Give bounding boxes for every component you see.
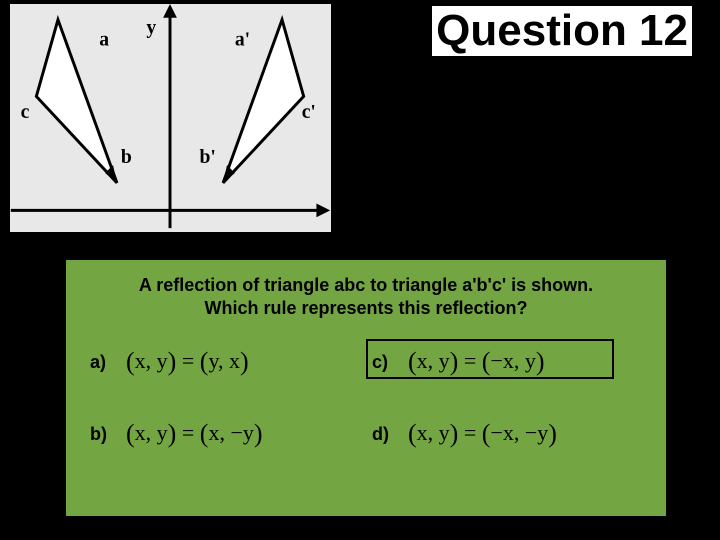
option-b[interactable]: b) (x, y) = (x, −y): [90, 419, 362, 449]
option-c-formula: (x, y) = (−x, y): [408, 347, 545, 377]
option-d-label: d): [372, 424, 394, 445]
option-a-formula: (x, y) = (y, x): [126, 347, 249, 377]
label-b: b: [121, 146, 132, 168]
question-prompt: A reflection of triangle abc to triangle…: [84, 274, 648, 319]
option-d-formula: (x, y) = (−x, −y): [408, 419, 557, 449]
options-grid: a) (x, y) = (y, x) c) (x, y) = (−x, y) b…: [84, 341, 648, 449]
reflection-diagram: a b c y a' b' c': [8, 2, 333, 234]
option-a[interactable]: a) (x, y) = (y, x): [90, 347, 362, 377]
option-a-label: a): [90, 352, 112, 373]
label-b-prime: b': [199, 146, 215, 168]
option-b-formula: (x, y) = (x, −y): [126, 419, 263, 449]
label-c-prime: c': [302, 101, 316, 123]
option-b-label: b): [90, 424, 112, 445]
label-a-prime: a': [235, 28, 250, 50]
prompt-line-2: Which rule represents this reflection?: [204, 298, 527, 318]
answer-panel: A reflection of triangle abc to triangle…: [62, 256, 670, 520]
option-d[interactable]: d) (x, y) = (−x, −y): [372, 419, 644, 449]
option-c[interactable]: c) (x, y) = (−x, y): [372, 347, 644, 377]
label-y: y: [146, 16, 156, 38]
option-c-label: c): [372, 352, 394, 373]
label-c: c: [21, 101, 30, 123]
prompt-line-1: A reflection of triangle abc to triangle…: [139, 275, 593, 295]
question-title: Question 12: [432, 6, 692, 56]
label-a: a: [99, 28, 109, 50]
